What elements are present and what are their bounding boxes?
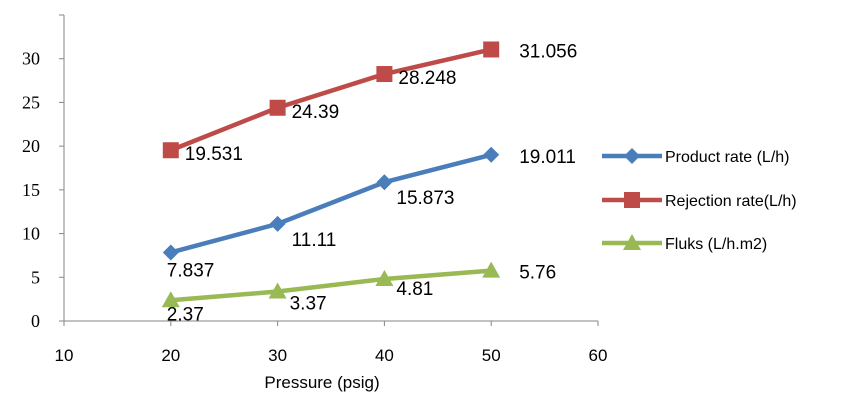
legend-item: Rejection rate(L/h) bbox=[602, 192, 797, 210]
data-label: 3.37 bbox=[290, 294, 327, 315]
series-line bbox=[168, 47, 494, 153]
x-tick-label: 60 bbox=[589, 346, 608, 365]
x-axis-ticks: 10 20 30 40 50 60 bbox=[55, 321, 608, 365]
data-label: 24.39 bbox=[292, 102, 340, 123]
x-tick-label: 50 bbox=[482, 346, 501, 365]
data-label: 4.81 bbox=[396, 279, 433, 300]
data-label: 2.37 bbox=[167, 304, 204, 325]
data-point-marker bbox=[269, 215, 286, 232]
data-point-marker bbox=[161, 291, 180, 308]
legend-item: Fluks (L/h.m2) bbox=[602, 234, 767, 253]
y-axis-ticks: 0 5 10 15 20 25 30 bbox=[22, 14, 64, 331]
y-tick-label: 10 bbox=[22, 224, 40, 244]
x-tick-label: 10 bbox=[55, 346, 74, 365]
y-tick-label: 25 bbox=[22, 92, 40, 112]
series-diamond: 7.837 11.11 15.873 19.011 bbox=[162, 146, 576, 281]
data-point-marker bbox=[268, 282, 287, 299]
y-tick-label: 30 bbox=[22, 49, 40, 69]
data-point-marker bbox=[482, 261, 501, 278]
axes bbox=[63, 15, 598, 322]
data-point-marker bbox=[162, 142, 179, 159]
series-line bbox=[168, 152, 494, 255]
series-line bbox=[168, 268, 494, 303]
x-tick-label: 30 bbox=[268, 346, 287, 365]
x-tick-label: 40 bbox=[375, 346, 394, 365]
data-label: 19.531 bbox=[185, 144, 243, 165]
legend-marker bbox=[624, 192, 640, 208]
data-point-marker bbox=[375, 269, 394, 286]
legend-label: Product rate (L/h) bbox=[665, 149, 790, 166]
legend-marker bbox=[623, 234, 641, 250]
data-label: 31.056 bbox=[519, 41, 577, 62]
data-label: 7.837 bbox=[167, 260, 215, 281]
legend-label: Fluks (L/h.m2) bbox=[665, 236, 767, 253]
data-point-marker bbox=[483, 41, 500, 58]
legend-label: Rejection rate(L/h) bbox=[665, 193, 797, 210]
data-label: 28.248 bbox=[398, 68, 456, 89]
legend-marker bbox=[624, 148, 640, 164]
series-layer: 7.837 11.11 15.873 19.011 19.531 24.39 28.248 3… bbox=[161, 41, 577, 325]
series-square: 19.531 24.39 28.248 31.056 bbox=[162, 41, 577, 165]
data-label: 15.873 bbox=[396, 188, 454, 209]
y-tick-label: 20 bbox=[22, 136, 40, 156]
x-tick-label: 20 bbox=[161, 346, 180, 365]
data-point-marker bbox=[269, 99, 286, 116]
data-point-marker bbox=[376, 174, 393, 191]
y-tick-label: 15 bbox=[22, 180, 40, 200]
data-point-marker bbox=[483, 146, 500, 163]
legend: Product rate (L/h) Rejection rate(L/h) Flu… bbox=[602, 148, 797, 253]
x-axis-title: Pressure (psig) bbox=[264, 373, 379, 392]
y-tick-label: 0 bbox=[31, 311, 40, 331]
data-point-marker bbox=[376, 66, 393, 83]
legend-item: Product rate (L/h) bbox=[602, 148, 790, 166]
data-label: 19.011 bbox=[519, 147, 576, 168]
data-point-marker bbox=[162, 244, 179, 261]
data-label: 11.11 bbox=[292, 230, 337, 251]
data-label: 5.76 bbox=[519, 263, 556, 284]
series-triangle: 2.37 3.37 4.81 5.76 bbox=[161, 261, 556, 325]
y-tick-label: 5 bbox=[31, 267, 40, 287]
